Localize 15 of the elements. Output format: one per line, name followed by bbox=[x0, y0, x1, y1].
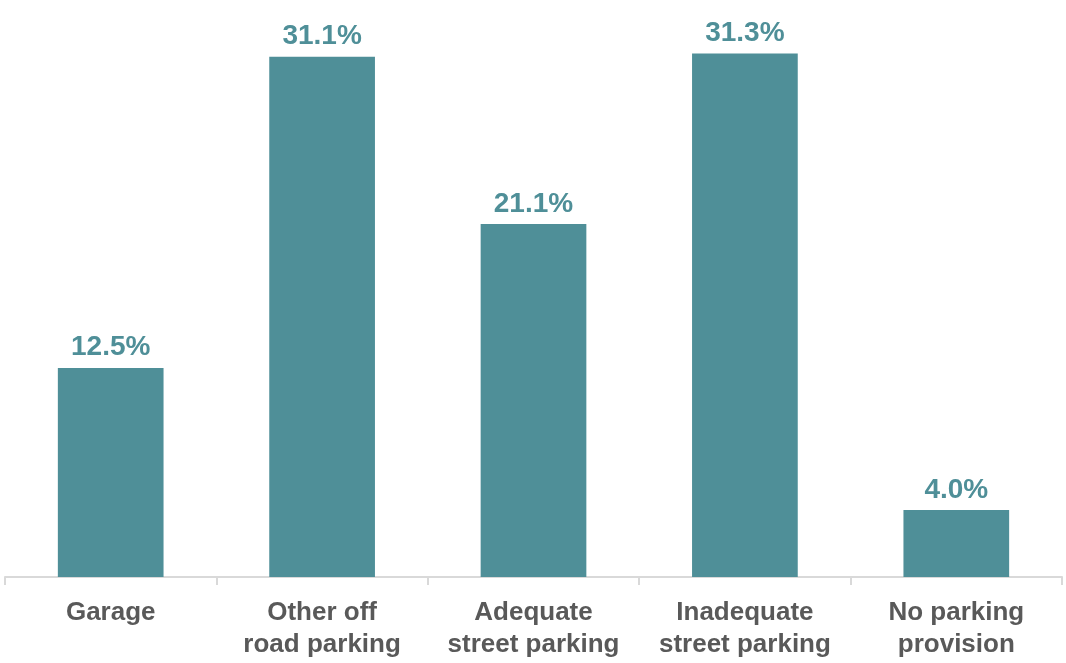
x-tick-label: Adequate street parking bbox=[447, 596, 620, 658]
bar bbox=[480, 224, 587, 577]
x-tick-label: Garage bbox=[65, 596, 156, 626]
bar bbox=[692, 53, 798, 577]
x-tick-label: No parking provision bbox=[888, 596, 1025, 658]
data-label: 31.1% bbox=[282, 19, 362, 51]
bar bbox=[269, 56, 375, 577]
data-label: 4.0% bbox=[924, 472, 989, 504]
data-label: 12.5% bbox=[71, 330, 151, 362]
bar bbox=[57, 367, 164, 577]
x-tick-label: Inadequate street parking bbox=[658, 596, 831, 658]
x-tick-label: Other off road parking bbox=[243, 596, 401, 658]
bar bbox=[903, 510, 1010, 577]
data-label: 21.1% bbox=[493, 186, 574, 218]
data-label: 31.3% bbox=[705, 16, 785, 48]
